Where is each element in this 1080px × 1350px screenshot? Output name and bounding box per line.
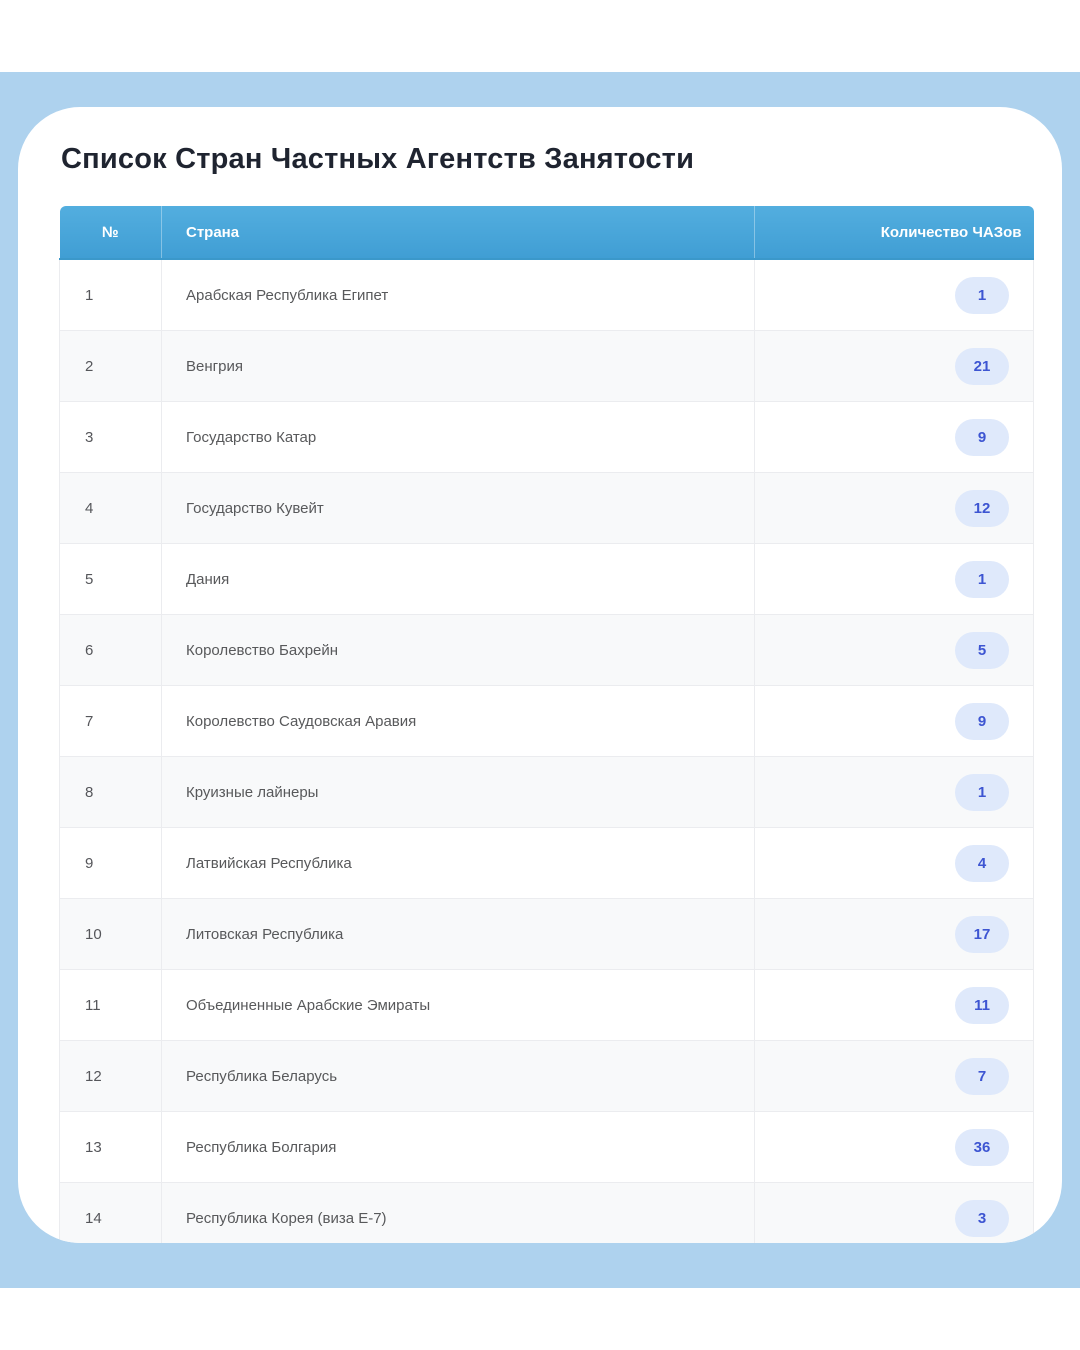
table-row: 8 Круизные лайнеры 1 (59, 756, 1034, 828)
count-cell: 3 (754, 1182, 1034, 1243)
count-badge: 17 (955, 915, 1009, 953)
row-number: 4 (59, 472, 162, 544)
row-number: 2 (59, 330, 162, 402)
count-cell: 21 (754, 330, 1034, 402)
row-number: 11 (59, 969, 162, 1041)
row-number: 14 (59, 1182, 162, 1243)
table-row: 1 Арабская Республика Египет 1 (59, 259, 1034, 331)
row-number: 3 (59, 401, 162, 473)
row-number: 7 (59, 685, 162, 757)
count-cell: 7 (754, 1040, 1034, 1112)
country-name: Круизные лайнеры (161, 756, 755, 828)
row-number: 1 (59, 259, 162, 331)
column-header-count: Количество ЧАЗов (754, 206, 1034, 260)
table-row: 7 Королевство Саудовская Аравия 9 (59, 685, 1034, 757)
row-number: 9 (59, 827, 162, 899)
country-name: Республика Корея (виза Е-7) (161, 1182, 755, 1243)
table-row: 6 Королевство Бахрейн 5 (59, 614, 1034, 686)
count-cell: 17 (754, 898, 1034, 970)
count-cell: 5 (754, 614, 1034, 686)
table-header-row: № Страна Количество ЧАЗов (59, 206, 1034, 260)
count-cell: 1 (754, 259, 1034, 331)
table-row: 14 Республика Корея (виза Е-7) 3 (59, 1182, 1034, 1243)
table-body: 1 Арабская Республика Египет 1 2 Венгрия 21 3 Г… (59, 259, 1034, 1243)
count-cell: 36 (754, 1111, 1034, 1183)
count-badge: 11 (955, 986, 1009, 1024)
country-name: Литовская Республика (161, 898, 755, 970)
count-badge: 36 (955, 1128, 1009, 1166)
country-name: Объединенные Арабские Эмираты (161, 969, 755, 1041)
row-number: 12 (59, 1040, 162, 1112)
country-name: Венгрия (161, 330, 755, 402)
table-row: 12 Республика Беларусь 7 (59, 1040, 1034, 1112)
count-badge: 12 (955, 489, 1009, 527)
count-badge: 1 (955, 773, 1009, 811)
country-name: Арабская Республика Египет (161, 259, 755, 331)
country-name: Королевство Бахрейн (161, 614, 755, 686)
count-badge: 9 (955, 702, 1009, 740)
count-badge: 3 (955, 1199, 1009, 1237)
row-number: 8 (59, 756, 162, 828)
table-row: 2 Венгрия 21 (59, 330, 1034, 402)
row-number: 5 (59, 543, 162, 615)
column-header-country: Страна (161, 206, 755, 260)
table-row: 9 Латвийская Республика 4 (59, 827, 1034, 899)
count-badge: 1 (955, 276, 1009, 314)
country-name: Республика Болгария (161, 1111, 755, 1183)
country-name: Дания (161, 543, 755, 615)
table-row: 11 Объединенные Арабские Эмираты 11 (59, 969, 1034, 1041)
country-name: Республика Беларусь (161, 1040, 755, 1112)
count-badge: 9 (955, 418, 1009, 456)
count-cell: 1 (754, 543, 1034, 615)
count-badge: 21 (955, 347, 1009, 385)
count-badge: 1 (955, 560, 1009, 598)
row-number: 6 (59, 614, 162, 686)
table-row: 13 Республика Болгария 36 (59, 1111, 1034, 1183)
country-name: Королевство Саудовская Аравия (161, 685, 755, 757)
count-badge: 7 (955, 1057, 1009, 1095)
table-header: № Страна Количество ЧАЗов (59, 206, 1034, 260)
count-cell: 12 (754, 472, 1034, 544)
count-cell: 9 (754, 401, 1034, 473)
count-cell: 1 (754, 756, 1034, 828)
table-row: 3 Государство Катар 9 (59, 401, 1034, 473)
table-row: 10 Литовская Республика 17 (59, 898, 1034, 970)
row-number: 13 (59, 1111, 162, 1183)
count-cell: 9 (754, 685, 1034, 757)
country-name: Государство Кувейт (161, 472, 755, 544)
card-inner: Список Стран Частных Агентств Занятости … (18, 107, 1062, 1243)
page-title: Список Стран Частных Агентств Занятости (61, 143, 695, 175)
country-name: Латвийская Республика (161, 827, 755, 899)
table-row: 4 Государство Кувейт 12 (59, 472, 1034, 544)
column-header-number: № (59, 206, 162, 260)
countries-table: № Страна Количество ЧАЗов 1 Арабская Респ… (59, 206, 1034, 1243)
row-number: 10 (59, 898, 162, 970)
table-row: 5 Дания 1 (59, 543, 1034, 615)
count-badge: 4 (955, 844, 1009, 882)
country-name: Государство Катар (161, 401, 755, 473)
count-cell: 11 (754, 969, 1034, 1041)
count-cell: 4 (754, 827, 1034, 899)
content-card: Список Стран Частных Агентств Занятости … (18, 107, 1062, 1243)
count-badge: 5 (955, 631, 1009, 669)
